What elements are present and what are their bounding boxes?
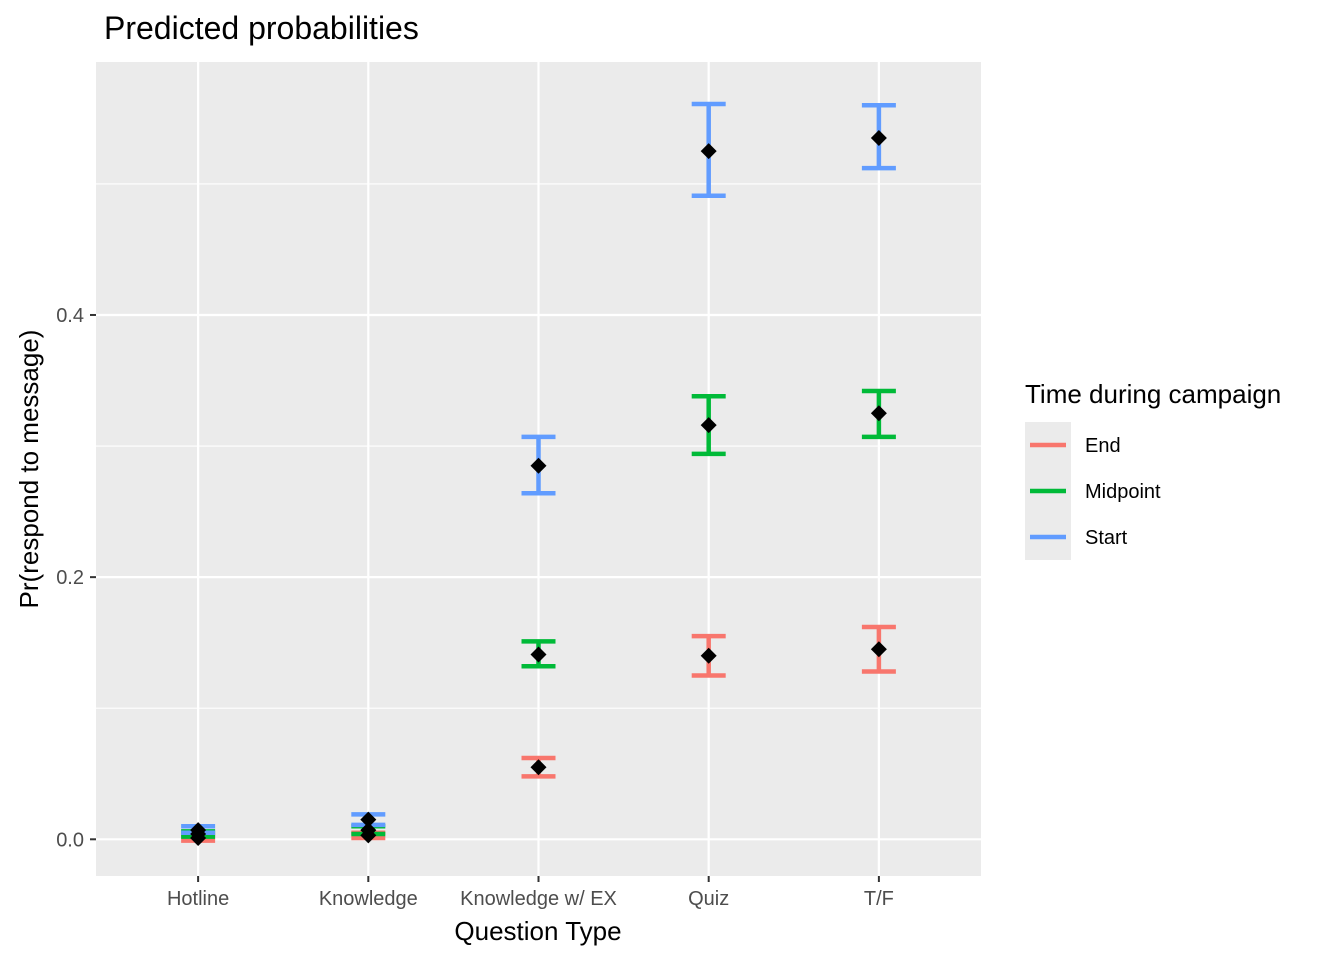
point-midpoint (360, 822, 377, 839)
x-axis: Hotline Knowledge Knowledge w/ EX Quiz T/F (167, 876, 894, 910)
chart-title: Predicted probabilities (104, 10, 419, 46)
legend: Time during campaign End Midpoint Start (1025, 379, 1281, 560)
point-start (530, 457, 547, 474)
point-midpoint (530, 646, 547, 663)
point-midpoint (870, 405, 887, 422)
x-axis-title: Question Type (454, 916, 621, 946)
point-start (870, 130, 887, 147)
y-tick-label: 0.0 (56, 829, 84, 851)
y-axis-title: Pr(respond to message) (14, 330, 44, 609)
point-midpoint (700, 417, 717, 434)
legend-label: End (1085, 435, 1121, 457)
legend-label: Midpoint (1085, 481, 1161, 503)
x-tick-label: T/F (864, 888, 894, 910)
x-tick-label: Knowledge w/ EX (460, 888, 617, 910)
point-start (700, 143, 717, 160)
marks (181, 101, 896, 846)
legend-label: Start (1085, 527, 1128, 549)
x-tick-label: Quiz (688, 888, 729, 910)
y-axis: 0.0 0.2 0.4 (56, 305, 96, 851)
point-start (190, 822, 207, 839)
point-end (530, 759, 547, 776)
point-start (360, 811, 377, 828)
point-end (870, 641, 887, 658)
point-end (700, 647, 717, 664)
gridlines (96, 62, 981, 876)
y-tick-label: 0.2 (56, 567, 84, 589)
x-tick-label: Hotline (167, 888, 229, 910)
legend-title: Time during campaign (1025, 379, 1281, 409)
x-tick-label: Knowledge (319, 888, 418, 910)
y-tick-label: 0.4 (56, 305, 84, 327)
